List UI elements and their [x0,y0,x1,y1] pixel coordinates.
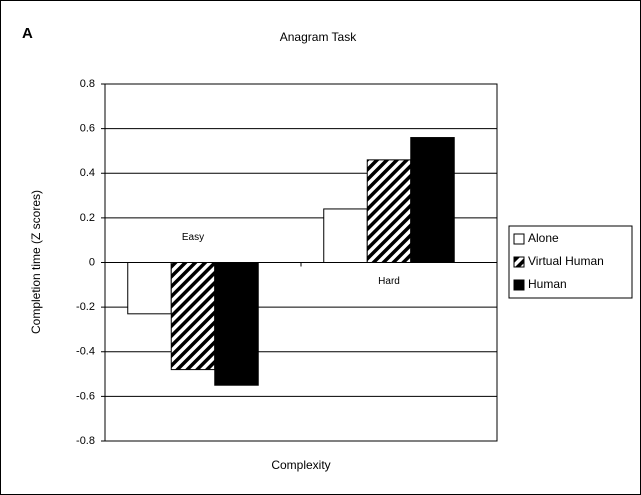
y-tick-label: 0 [89,256,95,268]
y-tick-label: -0.8 [76,435,95,447]
y-tick-label: -0.4 [76,346,95,358]
legend-box [508,225,633,299]
panel-label: A [22,25,33,42]
legend-swatch [513,233,525,245]
bar [170,262,216,371]
legend-swatch [513,256,525,268]
y-axis-label: Completion time (Z scores) [29,190,43,334]
x-tick-label: Hard [378,276,400,287]
x-tick-label: Easy [182,232,204,243]
bar [410,137,455,263]
bar [214,262,259,386]
legend-swatch [513,279,525,291]
y-tick-label: 0.6 [80,123,95,135]
legend-label: Virtual Human [528,254,604,268]
x-axis-label: Complexity [271,458,330,472]
bar [323,208,368,263]
y-tick-label: 0.4 [80,167,95,179]
bar [127,262,172,315]
legend-label: Alone [528,231,559,245]
bar [366,159,412,263]
y-tick-label: -0.6 [76,390,95,402]
y-tick-label: -0.2 [76,301,95,313]
chart-title: Anagram Task [280,30,357,44]
y-tick-label: 0.2 [80,212,95,224]
y-tick-label: 0.8 [80,78,95,90]
legend-label: Human [528,277,567,291]
